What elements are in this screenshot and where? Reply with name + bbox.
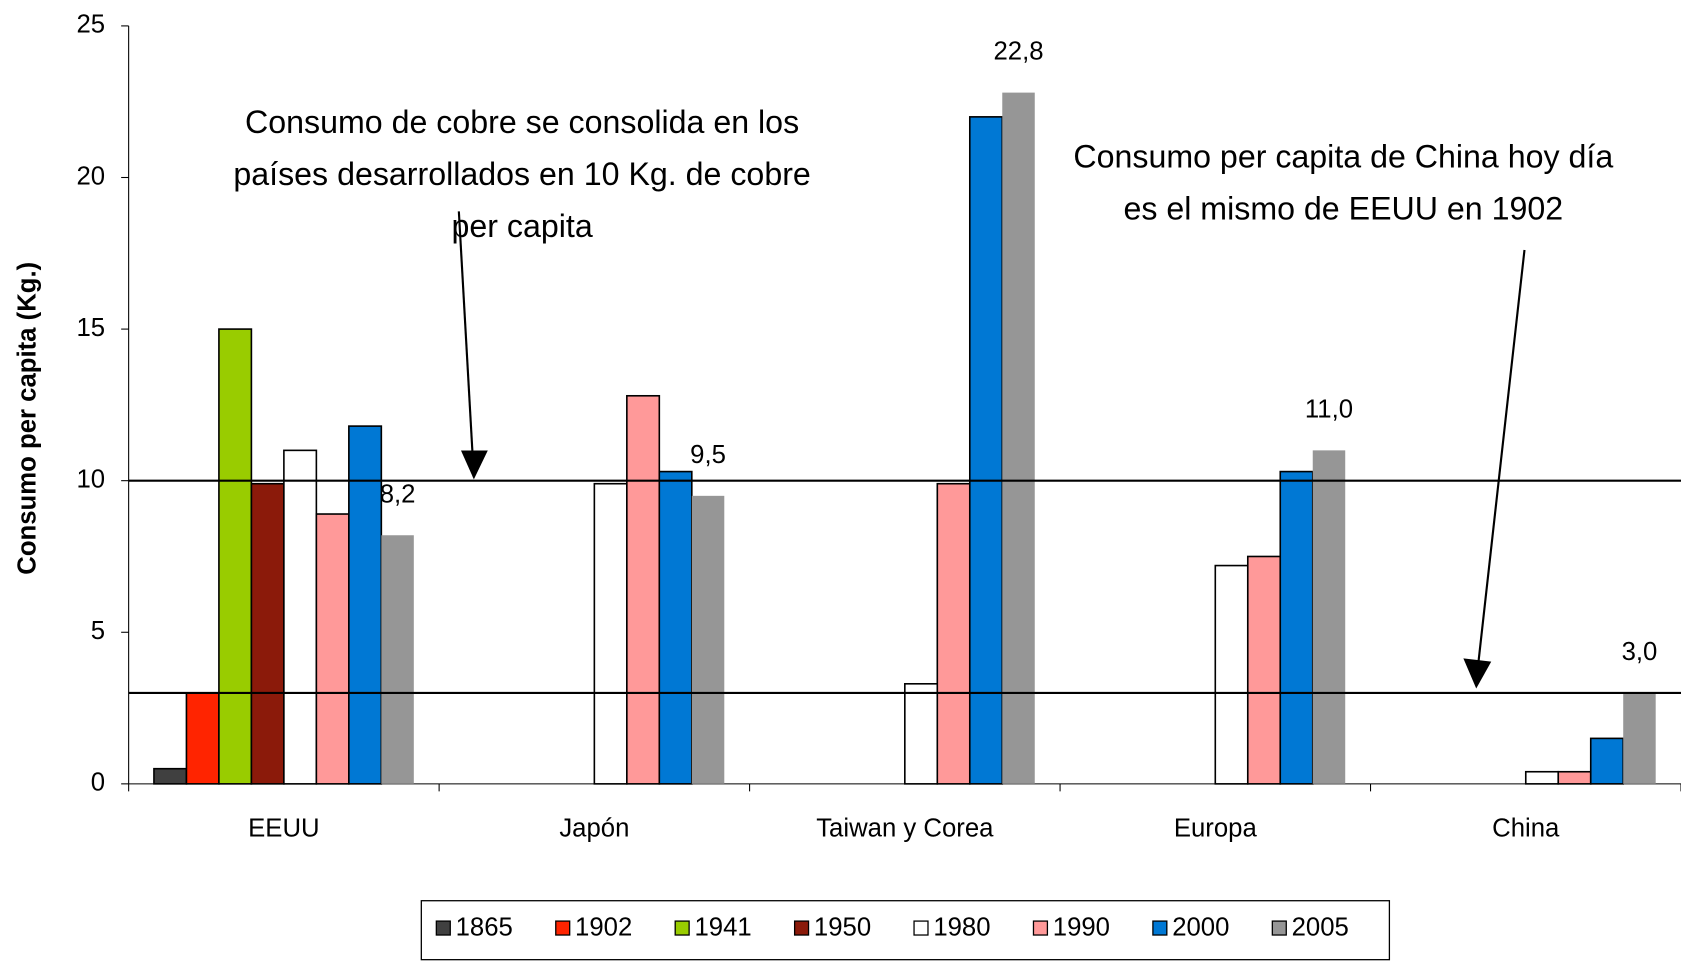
- annotation-text: Consumo de cobre se consolida en los: [245, 104, 799, 140]
- bar: [658, 470, 693, 785]
- x-tick-label: EEUU: [248, 815, 319, 843]
- legend-swatch: [913, 920, 929, 936]
- bar: [283, 449, 318, 785]
- bar: [1589, 737, 1625, 785]
- legend-label: 2005: [1292, 913, 1349, 941]
- legend-box: [420, 900, 1391, 961]
- annotation-arrow: [457, 211, 475, 478]
- bar: [1002, 92, 1035, 784]
- bar: [1279, 470, 1314, 785]
- legend-swatch: [1152, 920, 1168, 936]
- bar: [1623, 692, 1656, 784]
- legend-swatch: [435, 920, 451, 936]
- bar: [185, 692, 220, 785]
- annotation-text: per capita: [451, 208, 592, 244]
- y-tick-label: 25: [76, 11, 105, 39]
- legend-swatch: [1032, 920, 1049, 936]
- y-tick-label: 0: [91, 769, 105, 797]
- legend-swatch: [555, 920, 571, 936]
- bar: [1557, 770, 1592, 785]
- bar: [936, 482, 971, 785]
- legend-swatch: [793, 920, 810, 936]
- y-tick-label: 20: [76, 162, 105, 190]
- x-tick-label: Europa: [1174, 815, 1258, 843]
- legend-label: 1902: [575, 913, 632, 941]
- legend-label: 1990: [1053, 913, 1110, 941]
- annotation-text: es el mismo de EEUU en 1902: [1123, 190, 1563, 226]
- bar: [218, 328, 253, 785]
- bar: [348, 425, 383, 785]
- legend-swatch: [1271, 920, 1287, 936]
- bar: [153, 767, 188, 785]
- bar: [626, 394, 661, 785]
- annotation-text: Consumo per capita de China hoy día: [1073, 138, 1613, 174]
- arrow-head: [460, 450, 488, 480]
- legend-label: 2000: [1172, 913, 1229, 941]
- y-tick-label: 15: [76, 314, 105, 342]
- annotation-arrow: [1477, 249, 1526, 663]
- bar: [968, 116, 1004, 785]
- legend-swatch: [674, 920, 690, 936]
- y-tick-label: 5: [91, 617, 105, 645]
- legend-label: 1950: [814, 913, 871, 941]
- value-label: 8,2: [380, 480, 416, 508]
- bar: [904, 683, 939, 785]
- value-label: 22,8: [993, 38, 1043, 66]
- bar: [593, 482, 628, 785]
- bar: [1246, 555, 1282, 785]
- bar: [381, 535, 414, 784]
- x-tick-label: Taiwan y Corea: [816, 815, 994, 843]
- bar: [250, 482, 285, 785]
- bar: [1214, 564, 1249, 785]
- y-tick-label: 10: [76, 465, 105, 493]
- legend-label: 1941: [694, 913, 751, 941]
- bar: [1312, 450, 1346, 784]
- bar: [315, 513, 350, 785]
- x-tick-label: China: [1492, 815, 1560, 843]
- value-label: 9,5: [690, 441, 726, 469]
- x-tick-label: Japón: [559, 815, 629, 843]
- bar: [691, 495, 725, 784]
- y-axis-title: Consumo per capita (Kg.): [14, 262, 42, 575]
- arrow-head: [1463, 658, 1492, 689]
- bar: [1524, 770, 1560, 785]
- annotation-text: países desarrollados en 10 Kg. de cobre: [233, 156, 810, 192]
- legend-label: 1865: [456, 913, 513, 941]
- value-label: 11,0: [1305, 395, 1353, 423]
- value-label: 3,0: [1622, 638, 1658, 666]
- legend-label: 1980: [933, 913, 990, 941]
